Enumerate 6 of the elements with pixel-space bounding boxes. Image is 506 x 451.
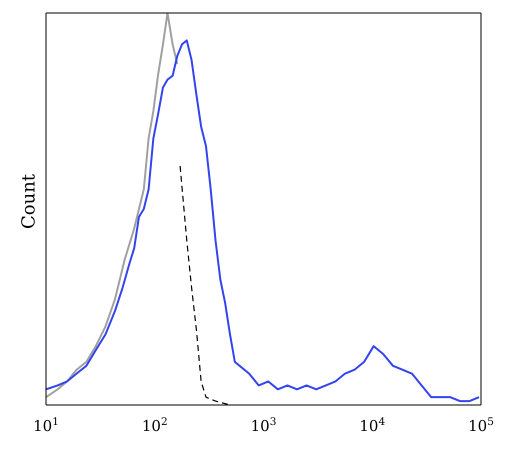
x-tick-label: 10$^{4}$	[359, 416, 386, 435]
y-axis-title: Count	[18, 173, 40, 229]
x-tick-label: 10$^{3}$	[250, 416, 276, 435]
x-tick-label: 10$^{5}$	[468, 416, 494, 435]
x-tick-label: 10$^{2}$	[142, 416, 168, 435]
x-tick-label: 10$^{1}$	[33, 416, 59, 435]
